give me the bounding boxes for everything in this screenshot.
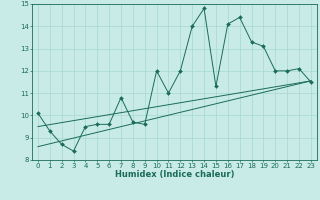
X-axis label: Humidex (Indice chaleur): Humidex (Indice chaleur) bbox=[115, 170, 234, 179]
